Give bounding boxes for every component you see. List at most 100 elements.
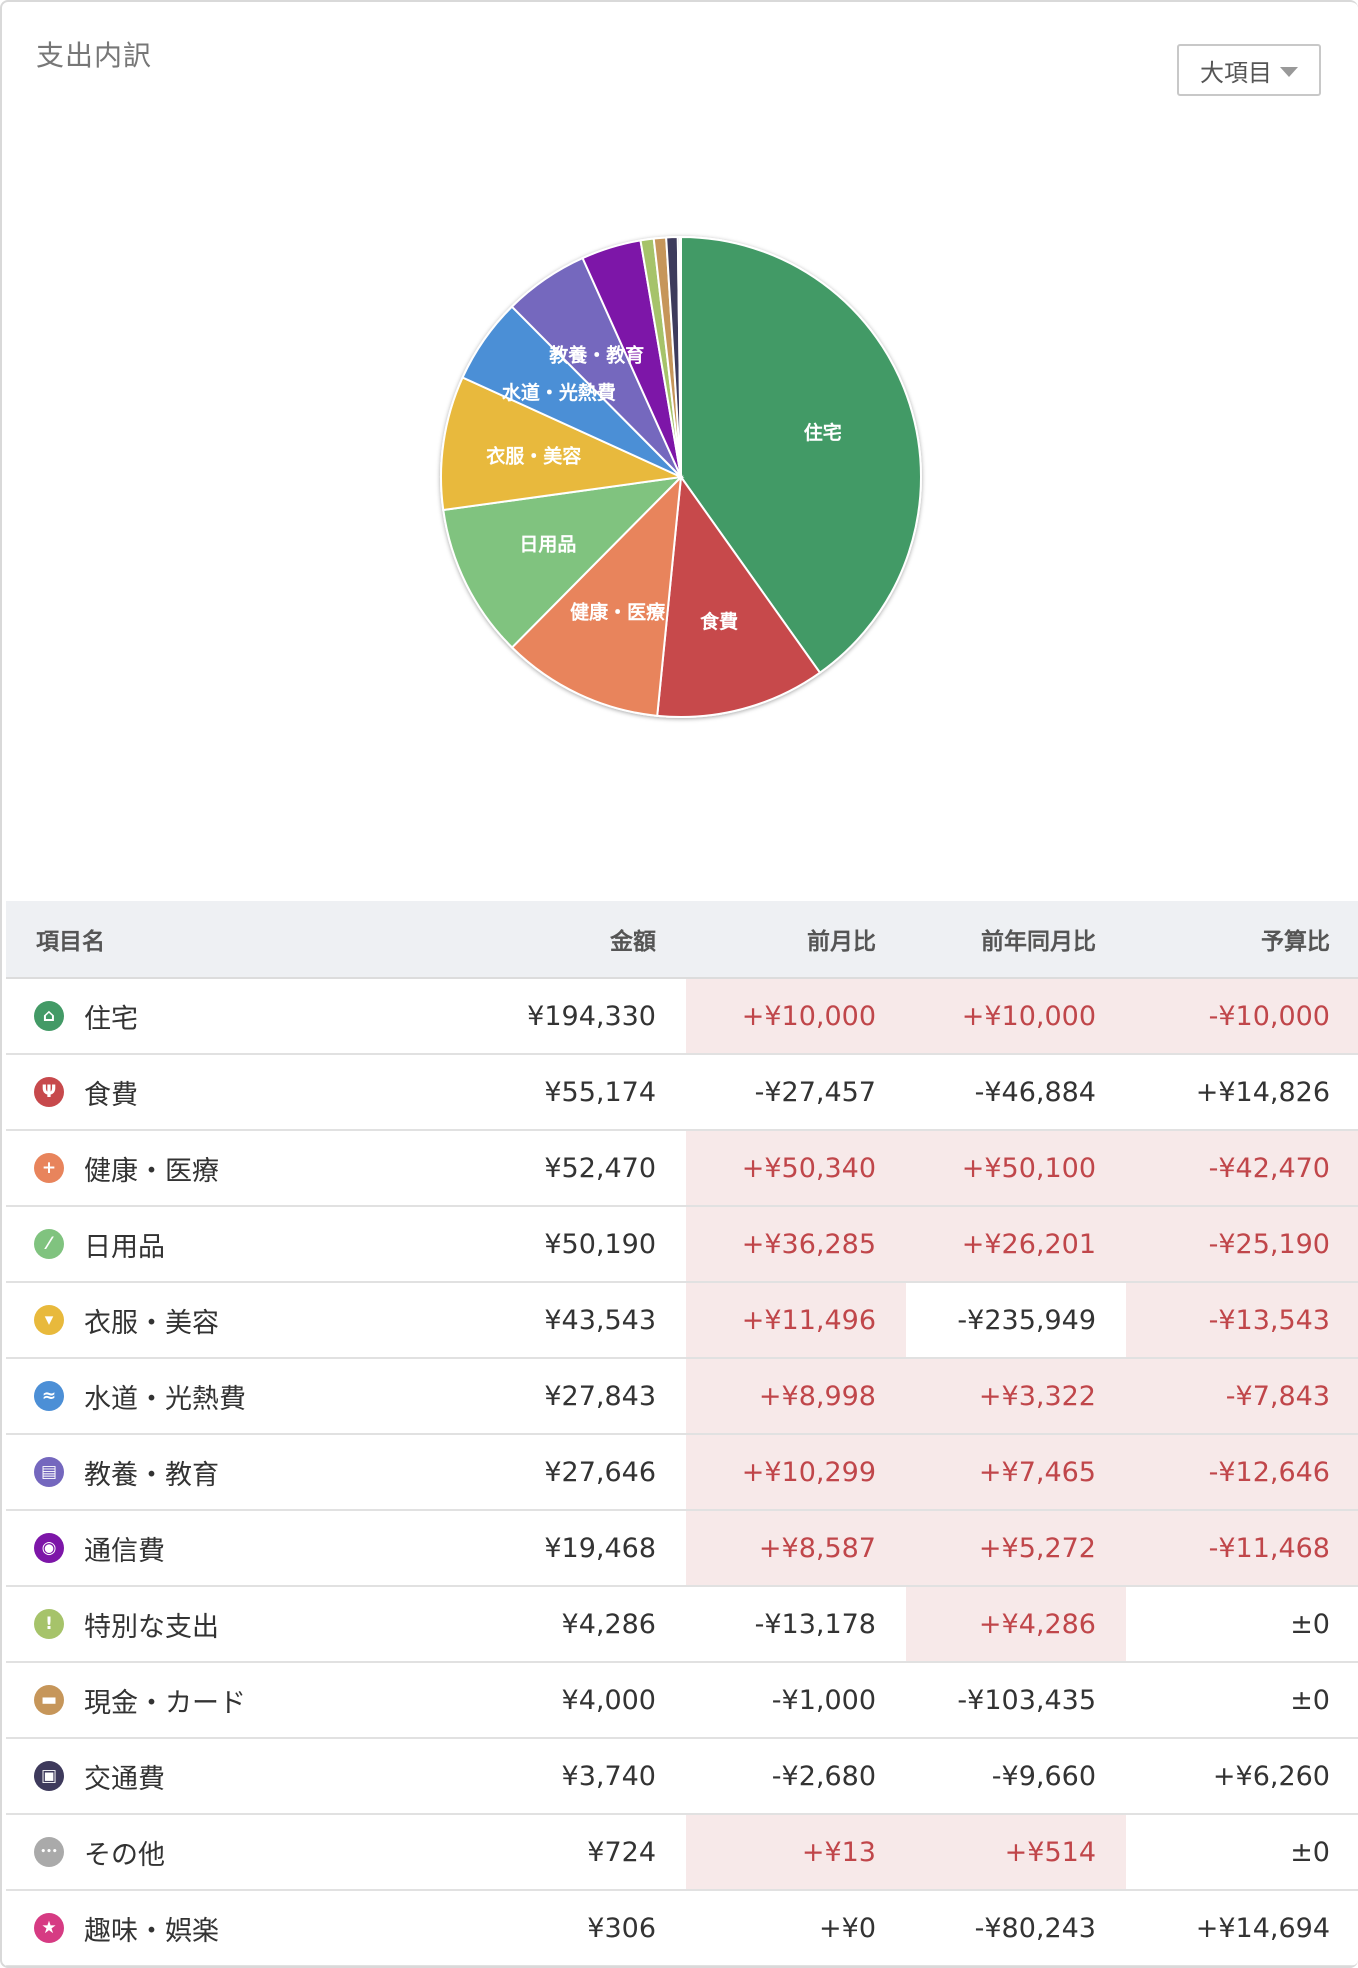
row-name-cell[interactable]: ★ 趣味・娯楽 <box>6 1890 406 1966</box>
dropdown-label: 大項目 <box>1200 58 1272 87</box>
budget-cell: +¥6,260 <box>1126 1738 1358 1815</box>
table-row[interactable]: ▬ 現金・カード ¥4,000 -¥1,000 -¥103,435 ±0 <box>6 1662 1358 1739</box>
pie-slice[interactable] <box>680 235 922 675</box>
budget-cell: ±0 <box>1126 1814 1358 1891</box>
header-item-name[interactable]: 項目名 <box>6 901 406 979</box>
budget-cell: -¥7,843 <box>1126 1358 1358 1435</box>
row-name-cell[interactable]: ◉ 通信費 <box>6 1510 406 1587</box>
header-year-over-year[interactable]: 前年同月比 <box>906 901 1126 979</box>
faucet-icon: ≈ <box>34 1381 64 1411</box>
table-row[interactable]: ◉ 通信費 ¥19,468 +¥8,587 +¥5,272 -¥11,468 <box>6 1510 1358 1587</box>
pie-slice[interactable] <box>440 376 685 512</box>
mom-cell: -¥2,680 <box>686 1738 906 1815</box>
category-name: 日用品 <box>84 1231 165 1263</box>
category-name: 現金・カード <box>84 1687 246 1719</box>
category-name: 水道・光熱費 <box>84 1383 246 1415</box>
category-name: 住宅 <box>84 1003 138 1035</box>
yoy-cell: +¥26,201 <box>906 1206 1126 1283</box>
yoy-cell: +¥4,286 <box>906 1586 1126 1663</box>
row-name-cell[interactable]: ⌂ 住宅 <box>6 978 406 1055</box>
category-name: 食費 <box>84 1079 138 1111</box>
row-name-cell[interactable]: ••• その他 <box>6 1814 406 1891</box>
train-icon: ▣ <box>34 1761 64 1791</box>
table-row[interactable]: ★ 趣味・娯楽 ¥306 +¥0 -¥80,243 +¥14,694 <box>6 1890 1358 1966</box>
budget-cell: -¥42,470 <box>1126 1130 1358 1207</box>
amount-cell: ¥194,330 <box>406 978 686 1055</box>
row-name-cell[interactable]: ⁄ 日用品 <box>6 1206 406 1283</box>
row-name-cell[interactable]: ▤ 教養・教育 <box>6 1434 406 1511</box>
row-name-cell[interactable]: ≈ 水道・光熱費 <box>6 1358 406 1435</box>
mom-cell: -¥13,178 <box>686 1586 906 1663</box>
pie-slice[interactable] <box>656 474 822 718</box>
amount-cell: ¥19,468 <box>406 1510 686 1587</box>
pie-slice-label: 水道・光熱費 <box>502 381 616 404</box>
budget-cell: +¥14,694 <box>1126 1890 1358 1966</box>
pie-slice-label: 日用品 <box>519 534 576 556</box>
book-icon: ▤ <box>34 1457 64 1487</box>
wallet-icon: ▬ <box>34 1685 64 1715</box>
row-name-cell[interactable]: ! 特別な支出 <box>6 1586 406 1663</box>
budget-cell: +¥14,826 <box>1126 1054 1358 1131</box>
budget-cell: -¥10,000 <box>1126 978 1358 1055</box>
antenna-icon: ◉ <box>34 1533 64 1563</box>
table-row[interactable]: ▾ 衣服・美容 ¥43,543 +¥11,496 -¥235,949 -¥13,543 <box>6 1282 1358 1359</box>
amount-cell: ¥27,843 <box>406 1358 686 1435</box>
pie-slice[interactable] <box>679 235 682 478</box>
header-budget-ratio[interactable]: 予算比 <box>1126 901 1358 979</box>
amount-cell: ¥55,174 <box>406 1054 686 1131</box>
table-row[interactable]: ! 特別な支出 ¥4,286 -¥13,178 +¥4,286 ±0 <box>6 1586 1358 1663</box>
amount-cell: ¥52,470 <box>406 1130 686 1207</box>
exclamation-icon: ! <box>34 1609 64 1639</box>
category-name: 趣味・娯楽 <box>84 1915 219 1947</box>
budget-cell: -¥11,468 <box>1126 1510 1358 1587</box>
amount-cell: ¥3,740 <box>406 1738 686 1815</box>
row-name-cell[interactable]: ▾ 衣服・美容 <box>6 1282 406 1359</box>
yoy-cell: +¥514 <box>906 1814 1126 1891</box>
pie-slice-label: 教養・教育 <box>549 343 644 366</box>
table-row[interactable]: ⌂ 住宅 ¥194,330 +¥10,000 +¥10,000 -¥10,000 <box>6 978 1358 1055</box>
star-icon: ★ <box>34 1913 64 1943</box>
row-name-cell[interactable]: Ψ 食費 <box>6 1054 406 1131</box>
table-header-row: 項目名 金額 前月比 前年同月比 予算比 <box>6 901 1358 979</box>
mom-cell: +¥36,285 <box>686 1206 906 1283</box>
category-name: 特別な支出 <box>84 1611 219 1643</box>
table-row[interactable]: Ψ 食費 ¥55,174 -¥27,457 -¥46,884 +¥14,826 <box>6 1054 1358 1131</box>
table-row[interactable]: ≈ 水道・光熱費 ¥27,843 +¥8,998 +¥3,322 -¥7,843 <box>6 1358 1358 1435</box>
mom-cell: +¥10,000 <box>686 978 906 1055</box>
yoy-cell: +¥7,465 <box>906 1434 1126 1511</box>
yoy-cell: +¥3,322 <box>906 1358 1126 1435</box>
header-month-over-month[interactable]: 前月比 <box>686 901 906 979</box>
header-amount[interactable]: 金額 <box>406 901 686 979</box>
category-name: 衣服・美容 <box>84 1307 219 1339</box>
row-name-cell[interactable]: + 健康・医療 <box>6 1130 406 1207</box>
pie-slice[interactable] <box>510 474 683 717</box>
row-name-cell[interactable]: ▣ 交通費 <box>6 1738 406 1815</box>
panel-title: 支出内訳 <box>36 39 153 72</box>
budget-cell: ±0 <box>1126 1662 1358 1739</box>
ellipsis-icon: ••• <box>34 1837 64 1867</box>
table-row[interactable]: ••• その他 ¥724 +¥13 +¥514 ±0 <box>6 1814 1358 1891</box>
brush-icon: ⁄ <box>34 1229 64 1259</box>
yoy-cell: -¥46,884 <box>906 1054 1126 1131</box>
category-level-dropdown[interactable]: 大項目 <box>1177 44 1321 96</box>
amount-cell: ¥4,286 <box>406 1586 686 1663</box>
mom-cell: -¥1,000 <box>686 1662 906 1739</box>
yoy-cell: -¥235,949 <box>906 1282 1126 1359</box>
yoy-cell: -¥80,243 <box>906 1890 1126 1966</box>
budget-cell: ±0 <box>1126 1586 1358 1663</box>
mom-cell: +¥10,299 <box>686 1434 906 1511</box>
mom-cell: +¥50,340 <box>686 1130 906 1207</box>
pie-slice[interactable] <box>442 475 684 649</box>
category-table: 項目名 金額 前月比 前年同月比 予算比 ⌂ 住宅 ¥194,330 +¥10,000… <box>6 901 1358 1966</box>
table-row[interactable]: + 健康・医療 ¥52,470 +¥50,340 +¥50,100 -¥42,470 <box>6 1130 1358 1207</box>
pie-chart: 住宅 食費 健康・医療 日用品 衣服・美容 水道・光熱費 教養・教育 <box>2 152 1358 752</box>
table-row[interactable]: ⁄ 日用品 ¥50,190 +¥36,285 +¥26,201 -¥25,190 <box>6 1206 1358 1283</box>
budget-cell: -¥13,543 <box>1126 1282 1358 1359</box>
table-body: ⌂ 住宅 ¥194,330 +¥10,000 +¥10,000 -¥10,000 Ψ 食費 ¥5… <box>6 978 1358 1966</box>
amount-cell: ¥43,543 <box>406 1282 686 1359</box>
row-name-cell[interactable]: ▬ 現金・カード <box>6 1662 406 1739</box>
category-name: 交通費 <box>84 1763 165 1795</box>
table-row[interactable]: ▤ 教養・教育 ¥27,646 +¥10,299 +¥7,465 -¥12,646 <box>6 1434 1358 1511</box>
table-row[interactable]: ▣ 交通費 ¥3,740 -¥2,680 -¥9,660 +¥6,260 <box>6 1738 1358 1815</box>
